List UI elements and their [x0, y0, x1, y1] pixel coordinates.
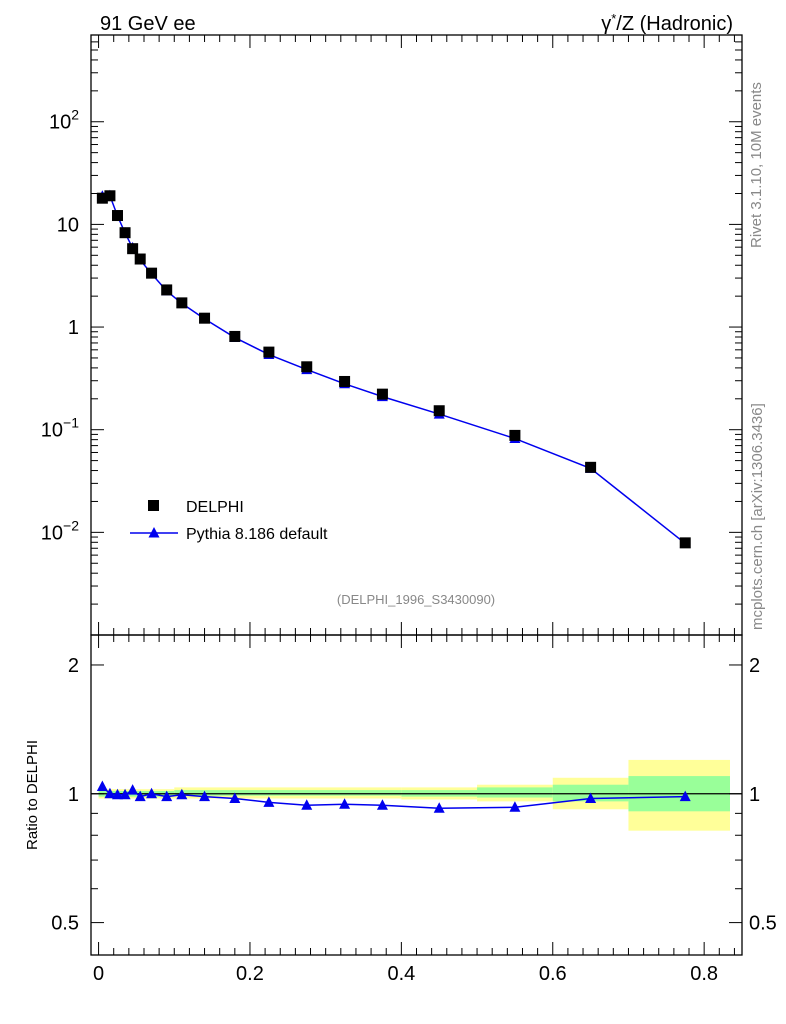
ratio-ytick-label-left: 2	[68, 655, 79, 677]
ratio-tick-labels: 0.5 0.5 1 1 2 2 0 0.2 0.4 0.6 0.8	[51, 655, 777, 985]
ratio-ytick-label-left: 1	[68, 784, 79, 806]
main-ticks	[91, 34, 742, 636]
ytick-base: 10	[41, 420, 63, 442]
ratio-ytick-label-right: 0.5	[749, 913, 777, 935]
ytick-base: 10	[49, 112, 71, 134]
ytick-exp: 2	[71, 107, 79, 123]
ratio-mc-point	[104, 787, 116, 799]
ratio-mc-point	[176, 788, 188, 800]
ratio-mc-point	[433, 802, 445, 813]
ratio-mc-point	[161, 790, 173, 802]
ratio-mc-point	[134, 790, 146, 802]
legend-mc-marker	[148, 527, 160, 538]
ytick-exp: −2	[63, 517, 79, 533]
ratio-mc-point	[199, 790, 211, 802]
data-point	[146, 267, 158, 279]
ratio-band-inner	[477, 787, 553, 798]
ratio-mc-point	[119, 788, 131, 800]
ratio-ytick-label-right: 1	[749, 784, 760, 806]
ratio-mc-series	[96, 780, 691, 813]
data-point	[585, 461, 597, 473]
main-ytick-label: 10−1	[41, 415, 79, 442]
ratio-ytick-label-right: 2	[749, 655, 760, 677]
data-point	[96, 192, 108, 204]
main-ytick-label: 10	[57, 214, 79, 236]
main-ytick-label: 1	[68, 317, 79, 339]
ratio-ytick-label-left: 0.5	[51, 913, 79, 935]
ratio-mc-point	[96, 780, 108, 791]
header-left: 91 GeV ee	[100, 13, 196, 35]
data-point	[509, 429, 521, 441]
ratio-mc-point	[263, 796, 275, 807]
main-mc-line	[102, 195, 686, 545]
xtick-label: 0.2	[236, 963, 264, 985]
ratio-mc-point	[509, 801, 521, 812]
data-point	[301, 361, 313, 373]
main-ytick-label: 102	[49, 107, 79, 134]
ratio-mc-point	[376, 799, 388, 810]
ratio-mc-point	[111, 788, 123, 800]
ratio-ticks	[91, 635, 742, 955]
main-mc-series	[96, 189, 691, 548]
mcplots-info: mcplots.cern.ch [arXiv:1306.3436]	[749, 403, 766, 630]
data-point	[229, 330, 241, 342]
xtick-label: 0.4	[387, 963, 415, 985]
data-point	[176, 297, 188, 309]
main-frame	[90, 34, 743, 636]
ytick-base: 10	[41, 522, 63, 544]
data-point	[111, 210, 123, 222]
data-point	[263, 346, 275, 358]
legend-mc-label: Pythia 8.186 default	[186, 526, 328, 543]
data-point	[104, 190, 116, 202]
xtick-label: 0.8	[690, 963, 718, 985]
data-point	[161, 284, 173, 296]
data-point	[199, 312, 211, 324]
ytick-exp: −1	[63, 415, 79, 431]
rivet-info: Rivet 3.1.10, 10M events	[748, 82, 765, 248]
ratio-ylabel: Ratio to DELPHI	[24, 740, 41, 850]
data-point	[127, 243, 139, 255]
data-point	[679, 537, 691, 549]
legend-data-label: DELPHI	[186, 499, 244, 516]
legend: DELPHI Pythia 8.186 default	[130, 499, 328, 543]
ratio-mc-point	[127, 784, 139, 795]
xtick-label: 0	[93, 963, 104, 985]
ratio-band-inner	[174, 790, 402, 796]
ratio-mc-point	[585, 792, 597, 803]
main-data-series	[96, 190, 691, 549]
xtick-label: 0.6	[539, 963, 567, 985]
header-right: γ*/Z (Hadronic)	[601, 11, 733, 35]
ratio-mc-point	[679, 790, 691, 802]
data-point	[134, 253, 146, 265]
data-point	[119, 227, 131, 239]
ratio-mc-point	[301, 799, 313, 810]
analysis-id: (DELPHI_1996_S3430090)	[337, 592, 495, 607]
ratio-mc-point	[229, 792, 241, 803]
ratio-frame	[90, 634, 743, 956]
ratio-panel: 0.5 0.5 1 1 2 2 0 0.2 0.4 0.6 0.8	[51, 634, 777, 985]
ratio-mc-point	[146, 787, 158, 799]
data-point	[339, 375, 351, 387]
ratio-mc-point	[339, 798, 351, 809]
data-point	[433, 405, 445, 417]
legend-data-marker	[148, 500, 159, 511]
main-ytick-label: 10−2	[41, 517, 79, 544]
data-point	[376, 388, 388, 400]
